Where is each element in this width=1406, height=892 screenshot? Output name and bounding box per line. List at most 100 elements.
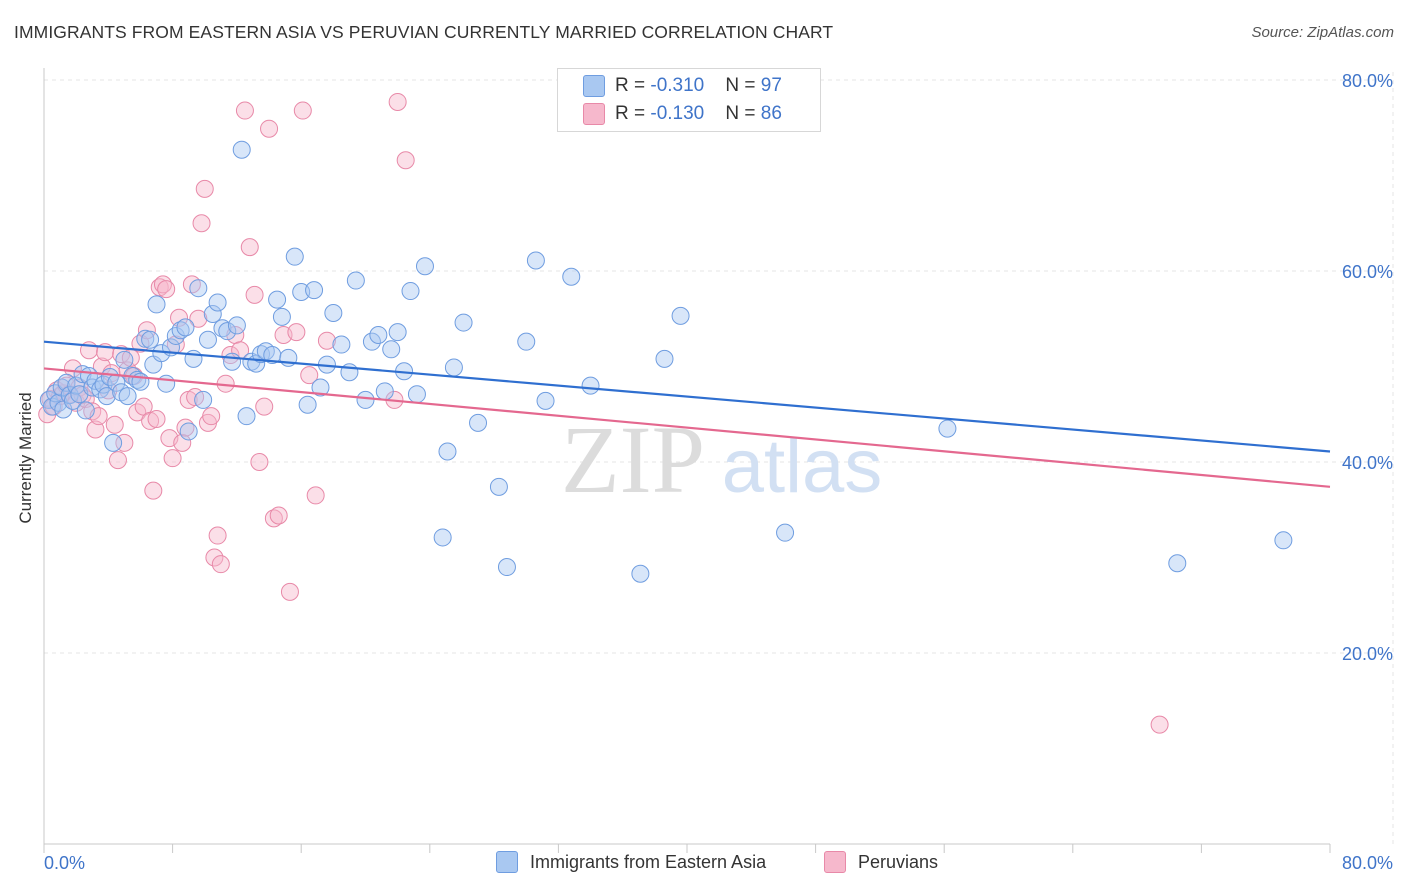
data-point-eastern-asia	[938, 419, 957, 438]
data-point-peruvians	[192, 214, 211, 233]
y-tick-label: 60.0%	[1342, 262, 1393, 282]
data-point-eastern-asia	[194, 390, 213, 409]
data-point-eastern-asia	[76, 401, 95, 420]
data-point-eastern-asia	[63, 391, 82, 410]
data-point-eastern-asia	[369, 325, 388, 344]
data-point-peruvians	[150, 278, 169, 297]
trend-line-eastern-asia	[43, 340, 1331, 453]
legend-n-value: 97	[760, 75, 782, 96]
data-point-eastern-asia	[268, 290, 287, 309]
data-point-eastern-asia	[208, 293, 227, 312]
data-point-peruvians	[112, 345, 131, 364]
trend-line-peruvians	[43, 367, 1331, 488]
data-point-eastern-asia	[272, 307, 291, 326]
series-peruvians-points	[38, 92, 1169, 734]
data-point-peruvians	[1150, 715, 1169, 734]
data-point-eastern-asia	[147, 295, 166, 314]
data-point-peruvians	[189, 309, 208, 328]
data-point-eastern-asia	[469, 413, 488, 432]
data-point-peruvians	[317, 331, 336, 350]
data-point-eastern-asia	[407, 385, 426, 404]
data-point-eastern-asia	[346, 271, 365, 290]
data-point-peruvians	[306, 486, 325, 505]
gridlines	[44, 72, 1394, 844]
legend-r-label: R =	[615, 75, 651, 96]
y-tick-label: 80.0%	[1342, 71, 1393, 91]
data-point-peruvians	[255, 397, 274, 416]
data-point-eastern-asia	[298, 395, 317, 414]
data-point-peruvians	[108, 451, 127, 470]
legend-r-value: -0.130	[650, 103, 705, 124]
data-point-eastern-asia	[1274, 531, 1293, 550]
data-point-peruvians	[293, 101, 312, 120]
x-tick-label: 80.0%	[1342, 853, 1393, 873]
data-point-eastern-asia	[562, 267, 581, 286]
data-point-peruvians	[396, 151, 415, 170]
data-point-eastern-asia	[362, 332, 381, 351]
data-point-peruvians	[147, 410, 166, 429]
legend-n-label: N =	[725, 103, 761, 124]
data-point-eastern-asia	[324, 304, 343, 323]
data-point-eastern-asia	[497, 558, 516, 577]
data-point-peruvians	[163, 449, 182, 468]
watermark-atlas: atlas	[722, 424, 883, 509]
legend-r-value: -0.310	[650, 75, 705, 96]
data-point-peruvians	[195, 179, 214, 198]
data-point-eastern-asia	[401, 282, 420, 301]
data-point-eastern-asia	[223, 352, 242, 371]
data-point-eastern-asia	[776, 523, 795, 542]
data-point-eastern-asia	[382, 340, 401, 359]
legend-n-label: N =	[725, 75, 761, 96]
legend-n-value: 86	[760, 103, 782, 124]
data-point-peruvians	[211, 555, 230, 574]
data-point-eastern-asia	[655, 349, 674, 368]
data-point-eastern-asia	[1168, 554, 1187, 573]
tick-labels: 20.0% 40.0% 60.0% 80.0% 0.0% 80.0%	[44, 71, 1393, 873]
legend-r-label: R =	[615, 103, 651, 124]
data-point-eastern-asia	[203, 304, 222, 323]
data-point-eastern-asia	[454, 313, 473, 332]
data-point-eastern-asia	[189, 279, 208, 298]
series-legend-peruvians[interactable]: Peruvians	[824, 851, 938, 873]
series-legend-eastern-asia[interactable]: Immigrants from Eastern Asia	[496, 851, 766, 873]
data-point-eastern-asia	[415, 257, 434, 276]
data-point-eastern-asia	[438, 442, 457, 461]
data-point-peruvians	[287, 323, 306, 342]
y-tick-label: 20.0%	[1342, 644, 1393, 664]
data-point-eastern-asia	[444, 358, 463, 377]
data-point-peruvians	[153, 275, 172, 294]
data-point-eastern-asia	[118, 387, 137, 406]
data-point-peruvians	[144, 481, 163, 500]
data-point-peruvians	[388, 92, 407, 111]
data-point-peruvians	[86, 420, 105, 439]
data-point-eastern-asia	[517, 332, 536, 351]
data-point-eastern-asia	[141, 330, 160, 349]
watermark-zip: ZIP	[561, 406, 705, 513]
data-point-eastern-asia	[213, 319, 232, 338]
series-eastern-asia-points	[39, 140, 1293, 583]
data-point-peruvians	[221, 346, 240, 365]
data-point-eastern-asia	[60, 386, 79, 405]
data-point-eastern-asia	[115, 350, 134, 369]
data-point-eastern-asia	[671, 306, 690, 325]
data-point-peruvians	[245, 285, 264, 304]
data-point-eastern-asia	[104, 433, 123, 452]
data-point-peruvians	[141, 411, 160, 430]
data-point-eastern-asia	[305, 281, 324, 300]
data-point-eastern-asia	[157, 374, 176, 393]
data-point-eastern-asia	[232, 140, 251, 159]
data-point-eastern-asia	[179, 422, 198, 441]
data-point-peruvians	[157, 280, 176, 299]
data-point-eastern-asia	[332, 335, 351, 354]
data-point-peruvians	[202, 407, 221, 426]
data-point-eastern-asia	[433, 528, 452, 547]
stats-legend: R = -0.310 N = 97 R = -0.130 N = 86	[557, 68, 821, 132]
data-point-peruvians	[208, 526, 227, 545]
data-point-eastern-asia	[526, 251, 545, 270]
legend-swatch-pink	[583, 103, 605, 125]
data-point-eastern-asia	[388, 323, 407, 342]
watermark: ZIP atlas	[561, 406, 882, 513]
data-point-eastern-asia	[536, 391, 555, 410]
x-tick-label: 0.0%	[44, 853, 85, 873]
